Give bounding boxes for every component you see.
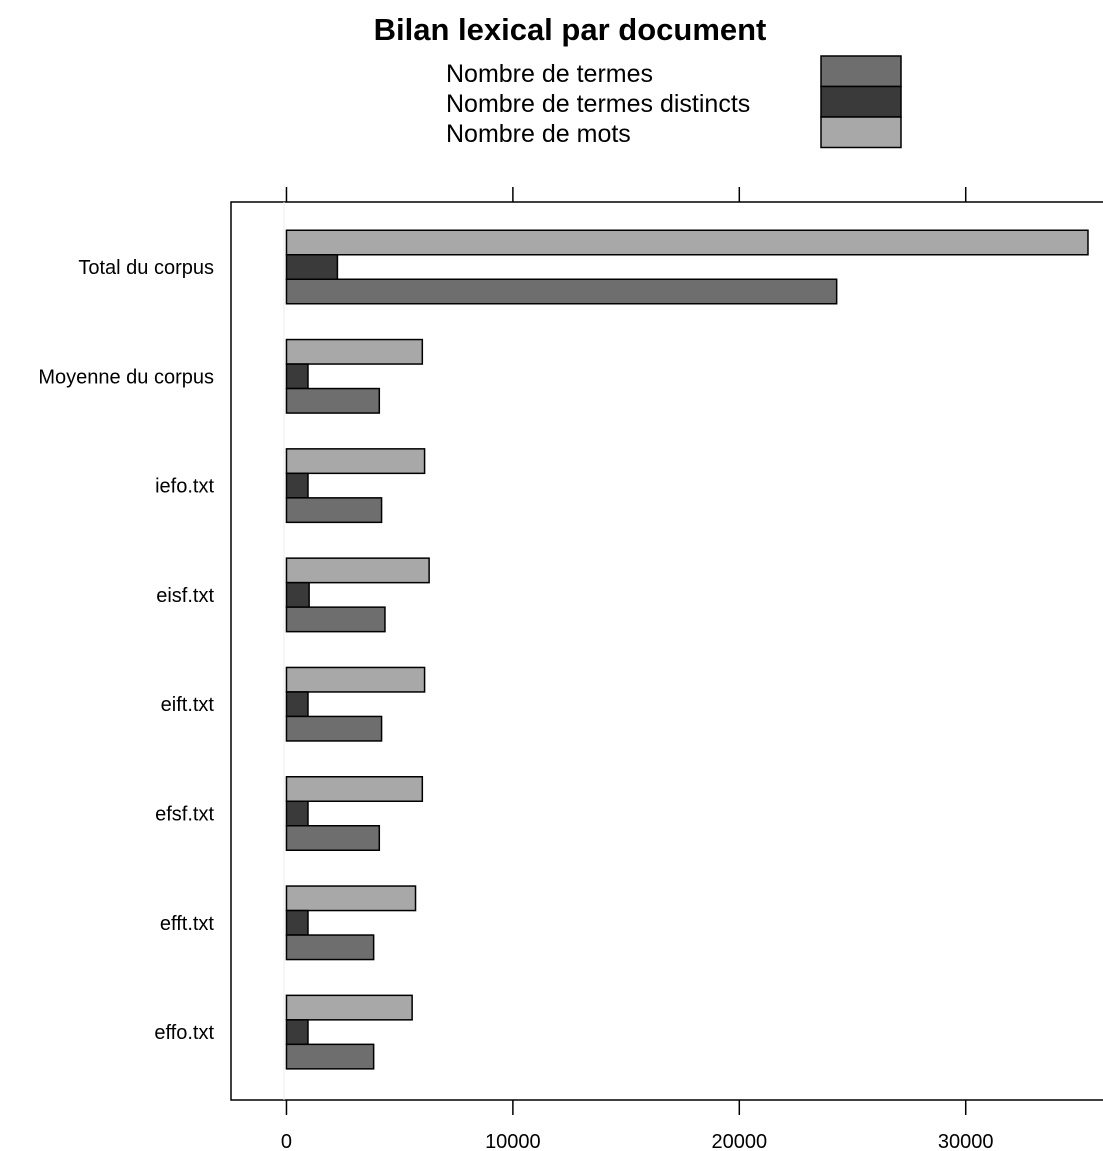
category-label: effo.txt: [154, 1022, 214, 1044]
legend-swatch-nombre-de-termes: [820, 55, 902, 88]
bar-eisf-txt-nombre-de-termes-distincts: [285, 581, 310, 608]
bar-efft-txt-nombre-de-mots: [285, 885, 417, 912]
category-label: Moyenne du corpus: [38, 366, 214, 388]
category-label: eift.txt: [161, 694, 215, 716]
bar-total-du-corpus-nombre-de-termes: [285, 278, 838, 305]
category-label: eisf.txt: [156, 585, 214, 607]
bar-total-du-corpus-nombre-de-termes-distincts: [285, 254, 339, 280]
legend-label-nombre-de-termes: Nombre de termes: [446, 60, 653, 88]
axis-ticks: 0 10000 20000 30000: [281, 187, 994, 1151]
bar-efft-txt-nombre-de-termes: [285, 934, 375, 961]
bar-efsf-txt-nombre-de-termes-distincts: [285, 800, 309, 827]
bar-moyenne-du-corpus-nombre-de-termes-distincts: [285, 363, 309, 390]
bar-efsf-txt-nombre-de-termes: [285, 825, 381, 851]
category-label: iefo.txt: [155, 476, 214, 498]
bar-eisf-txt-nombre-de-mots: [285, 557, 430, 584]
bar-eift-txt-nombre-de-mots: [285, 666, 426, 693]
legend-label-nombre-de-termes-distincts: Nombre de termes distincts: [446, 90, 750, 118]
bar-iefo-txt-nombre-de-termes-distincts: [285, 472, 309, 499]
x-tick-label: 10000: [485, 1131, 541, 1151]
bar-total-du-corpus-nombre-de-mots: [285, 229, 1089, 256]
bar-moyenne-du-corpus-nombre-de-mots: [285, 338, 424, 365]
x-tick-label: 0: [281, 1131, 292, 1151]
legend-label-nombre-de-mots: Nombre de mots: [446, 120, 631, 148]
plot-frame: [230, 201, 1103, 1101]
category-labels: Total du corpus Moyenne du corpus iefo.txt…: [38, 257, 214, 1044]
bar-effo-txt-nombre-de-mots: [285, 994, 413, 1021]
bar-eift-txt-nombre-de-termes-distincts: [285, 691, 309, 718]
bar-effo-txt-nombre-de-termes-distincts: [285, 1019, 309, 1046]
category-label: efsf.txt: [155, 804, 214, 826]
bar-efsf-txt-nombre-de-mots: [285, 776, 424, 802]
bar-effo-txt-nombre-de-termes: [285, 1043, 375, 1070]
bar-moyenne-du-corpus-nombre-de-termes: [285, 387, 381, 414]
bars-layer: [285, 229, 1089, 1070]
category-label: Total du corpus: [78, 257, 214, 279]
bar-eisf-txt-nombre-de-termes: [285, 606, 386, 633]
legend-swatch-nombre-de-termes-distincts: [820, 85, 902, 118]
legend-swatch-nombre-de-mots: [820, 116, 902, 149]
bar-iefo-txt-nombre-de-termes: [285, 497, 383, 524]
bar-eift-txt-nombre-de-termes: [285, 715, 383, 742]
bar-efft-txt-nombre-de-termes-distincts: [285, 909, 309, 936]
category-label: efft.txt: [160, 913, 215, 935]
bar-iefo-txt-nombre-de-mots: [285, 448, 426, 475]
x-tick-label: 20000: [711, 1131, 767, 1151]
x-tick-label: 30000: [938, 1131, 994, 1151]
chart-title: Bilan lexical par document: [374, 12, 767, 47]
